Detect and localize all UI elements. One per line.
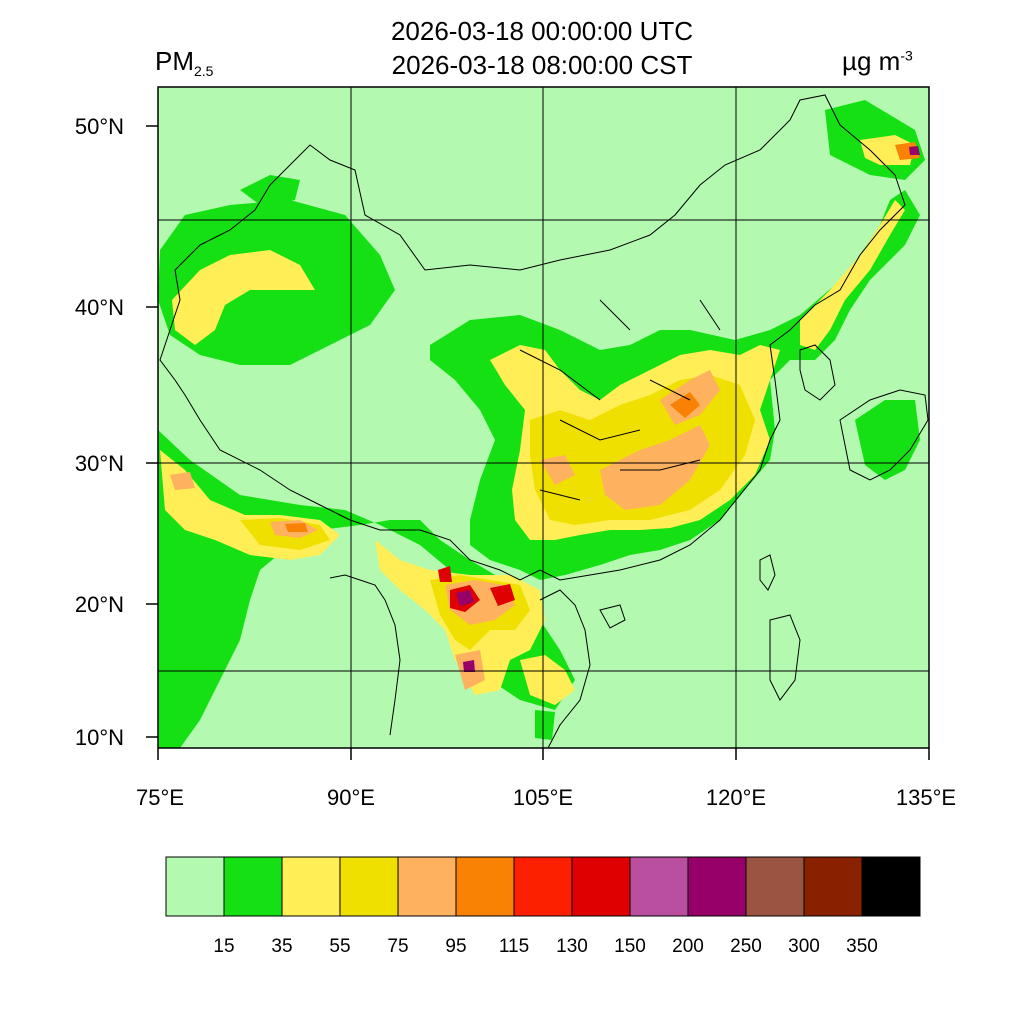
colorbar-label: 35 (271, 936, 292, 957)
lon-label-90e: 90°E (327, 785, 375, 810)
lon-label-75e: 75°E (136, 785, 184, 810)
colorbar-swatch (397, 856, 457, 917)
colorbar-label: 75 (387, 936, 408, 957)
colorbar-label: 200 (672, 936, 704, 957)
colorbar: 15 35 55 75 95 115 130 150 200 250 300 350 (165, 856, 921, 957)
lon-label-120e: 120°E (706, 785, 766, 810)
henan-core (670, 392, 700, 418)
colorbar-swatch (629, 856, 689, 917)
korea-outline (799, 344, 836, 401)
colorbar-swatch (513, 856, 573, 917)
graticule (158, 87, 929, 748)
japan-outline (839, 389, 929, 481)
title-time-local: 2026-03-18 08:00:00 CST (391, 50, 693, 80)
level-200-250-regions (456, 146, 920, 672)
south-asia-region (158, 430, 575, 748)
dzungaria-region (240, 175, 300, 205)
tarim-yellow (172, 250, 315, 345)
colorbar-swatch (281, 856, 341, 917)
ganges-core-orange (285, 523, 308, 532)
variable-label: PM2.5 (155, 46, 214, 80)
colorbar-swatch (339, 856, 399, 917)
indochina-coast (539, 589, 591, 748)
colorbar-label: 55 (329, 936, 350, 957)
boundaries (159, 94, 929, 748)
lat-label-50n: 50°N (75, 114, 124, 139)
colorbar-swatch (861, 856, 921, 917)
taiwan-outline (759, 554, 776, 591)
ganges-west-hotspot (170, 472, 195, 490)
colorbar-swatch (803, 856, 863, 917)
colorbar-label: 150 (614, 936, 646, 957)
colorbar-label: 130 (556, 936, 588, 957)
colorbar-label: 350 (846, 936, 878, 957)
title-time-utc: 2026-03-18 00:00:00 UTC (390, 16, 694, 46)
japan-region (855, 400, 920, 480)
colorbar-label: 95 (445, 936, 466, 957)
colorbar-swatch (745, 856, 805, 917)
axis-ticks (146, 125, 930, 760)
philippines-outline (769, 614, 801, 701)
indochina-south-region (535, 710, 555, 740)
colorbar-label: 300 (788, 936, 820, 957)
colorbar-label: 250 (730, 936, 762, 957)
myanmar-purple (456, 590, 474, 606)
india-coast (329, 574, 401, 736)
colorbar-swatch (571, 856, 631, 917)
colorbar-label: 15 (213, 936, 234, 957)
lat-label-30n: 30°N (75, 451, 124, 476)
hubei-hotspot (600, 425, 710, 510)
province-lines (519, 299, 721, 501)
pm25-field (158, 87, 929, 748)
colorbar-swatch (687, 856, 747, 917)
colorbar-swatch (455, 856, 515, 917)
lon-label-135e: 135°E (896, 785, 956, 810)
thailand-purple (463, 660, 475, 672)
northeast-tip-purple (909, 146, 920, 155)
myanmar-red-2 (490, 584, 515, 606)
hainan-outline (599, 604, 626, 629)
colorbar-swatch (165, 856, 225, 917)
unit-label: µg m-3 (842, 46, 913, 76)
colorbar-label: 115 (499, 936, 529, 957)
lat-label-40n: 40°N (75, 295, 124, 320)
cambodia-yellow (520, 655, 575, 705)
lat-label-10n: 10°N (75, 725, 124, 750)
northeast-yellow (800, 200, 905, 350)
myanmar-red-3 (438, 566, 452, 582)
lat-label-20n: 20°N (75, 592, 124, 617)
china-outline (159, 94, 906, 581)
colorbar-swatch (223, 856, 283, 917)
lon-label-105e: 105°E (513, 785, 573, 810)
